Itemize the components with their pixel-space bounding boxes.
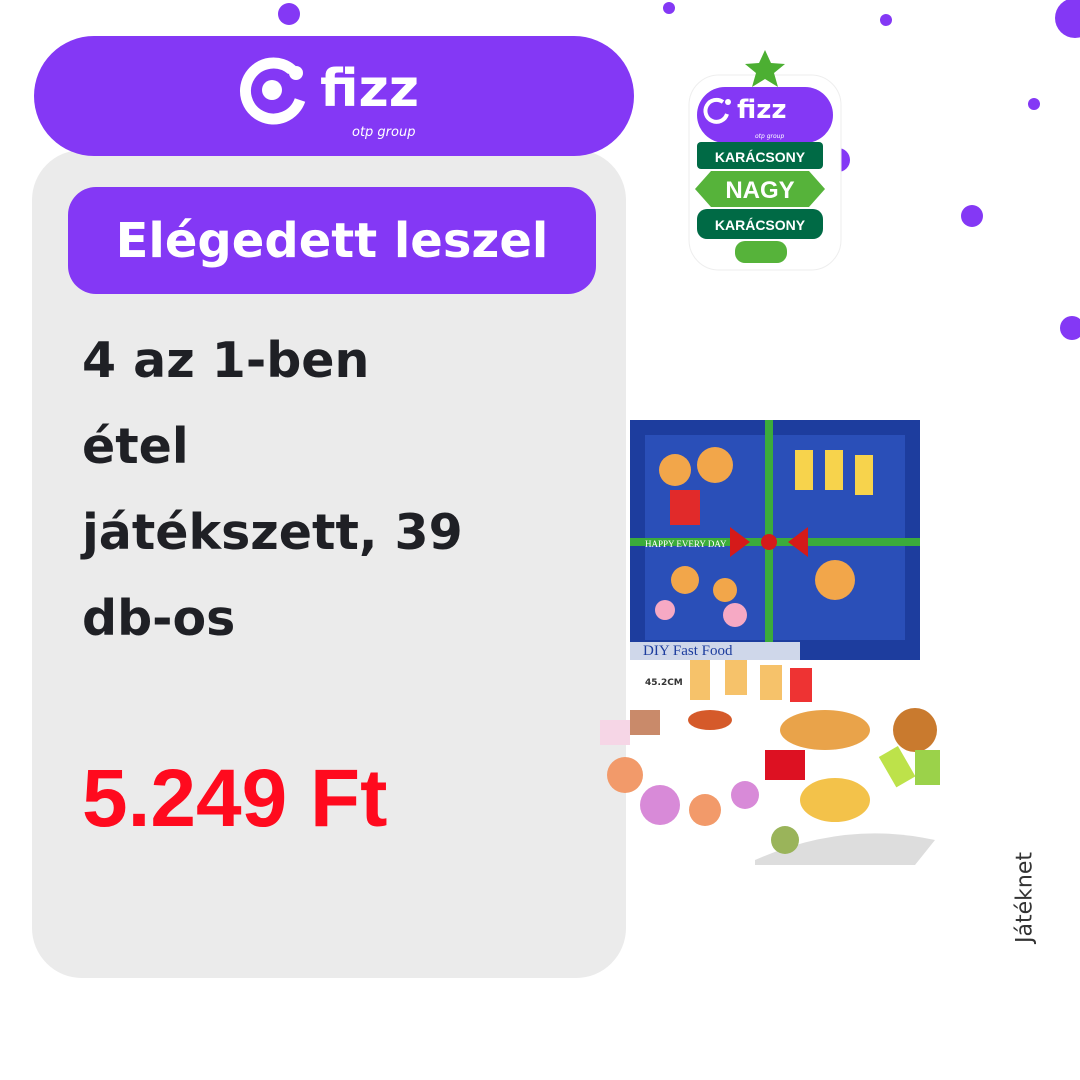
title-line: 4 az 1-ben bbox=[82, 332, 370, 389]
product-image: HAPPY EVERY DAY DIY Fast Food 45.2CM bbox=[600, 420, 940, 865]
decor-dot bbox=[1055, 0, 1080, 38]
star-icon bbox=[745, 50, 785, 87]
sticker-line: NAGY bbox=[725, 177, 794, 204]
fizz-logo: fizz otp group bbox=[240, 57, 419, 140]
title-line: játékszett, 39 bbox=[82, 504, 463, 561]
sticker-sub: otp group bbox=[755, 133, 784, 140]
badge-label: Elégedett leszel bbox=[115, 212, 549, 269]
title-line: étel bbox=[82, 418, 189, 475]
decor-dot bbox=[880, 14, 892, 26]
box-ribbon-text: HAPPY EVERY DAY bbox=[645, 539, 727, 549]
sticker-line: KARÁCSONY bbox=[715, 149, 806, 165]
sticker-brand: fizz bbox=[737, 95, 787, 125]
decor-dot bbox=[278, 3, 300, 25]
title-line: db-os bbox=[82, 590, 236, 647]
product-title: 4 az 1-ben étel játékszett, 39 db-os bbox=[82, 318, 602, 662]
decor-dot bbox=[663, 2, 675, 14]
decor-dot bbox=[1060, 316, 1080, 340]
sticker-line: KARÁCSONY bbox=[715, 217, 806, 233]
logo-text: fizz bbox=[320, 59, 419, 119]
decor-dot bbox=[961, 205, 983, 227]
brand-header: fizz otp group bbox=[34, 36, 634, 156]
vendor-label: Játéknet bbox=[1012, 852, 1038, 943]
christmas-sticker: fizz otp group KARÁCSONY NAGY KARÁCSONY bbox=[688, 50, 842, 271]
product-price: 5.249 Ft bbox=[82, 753, 388, 844]
box-size-text: 45.2CM bbox=[645, 678, 683, 688]
box-title-text: DIY Fast Food bbox=[643, 643, 733, 659]
satisfaction-badge: Elégedett leszel bbox=[68, 187, 596, 294]
logo-sub: otp group bbox=[352, 125, 415, 140]
decor-dot bbox=[1028, 98, 1040, 110]
